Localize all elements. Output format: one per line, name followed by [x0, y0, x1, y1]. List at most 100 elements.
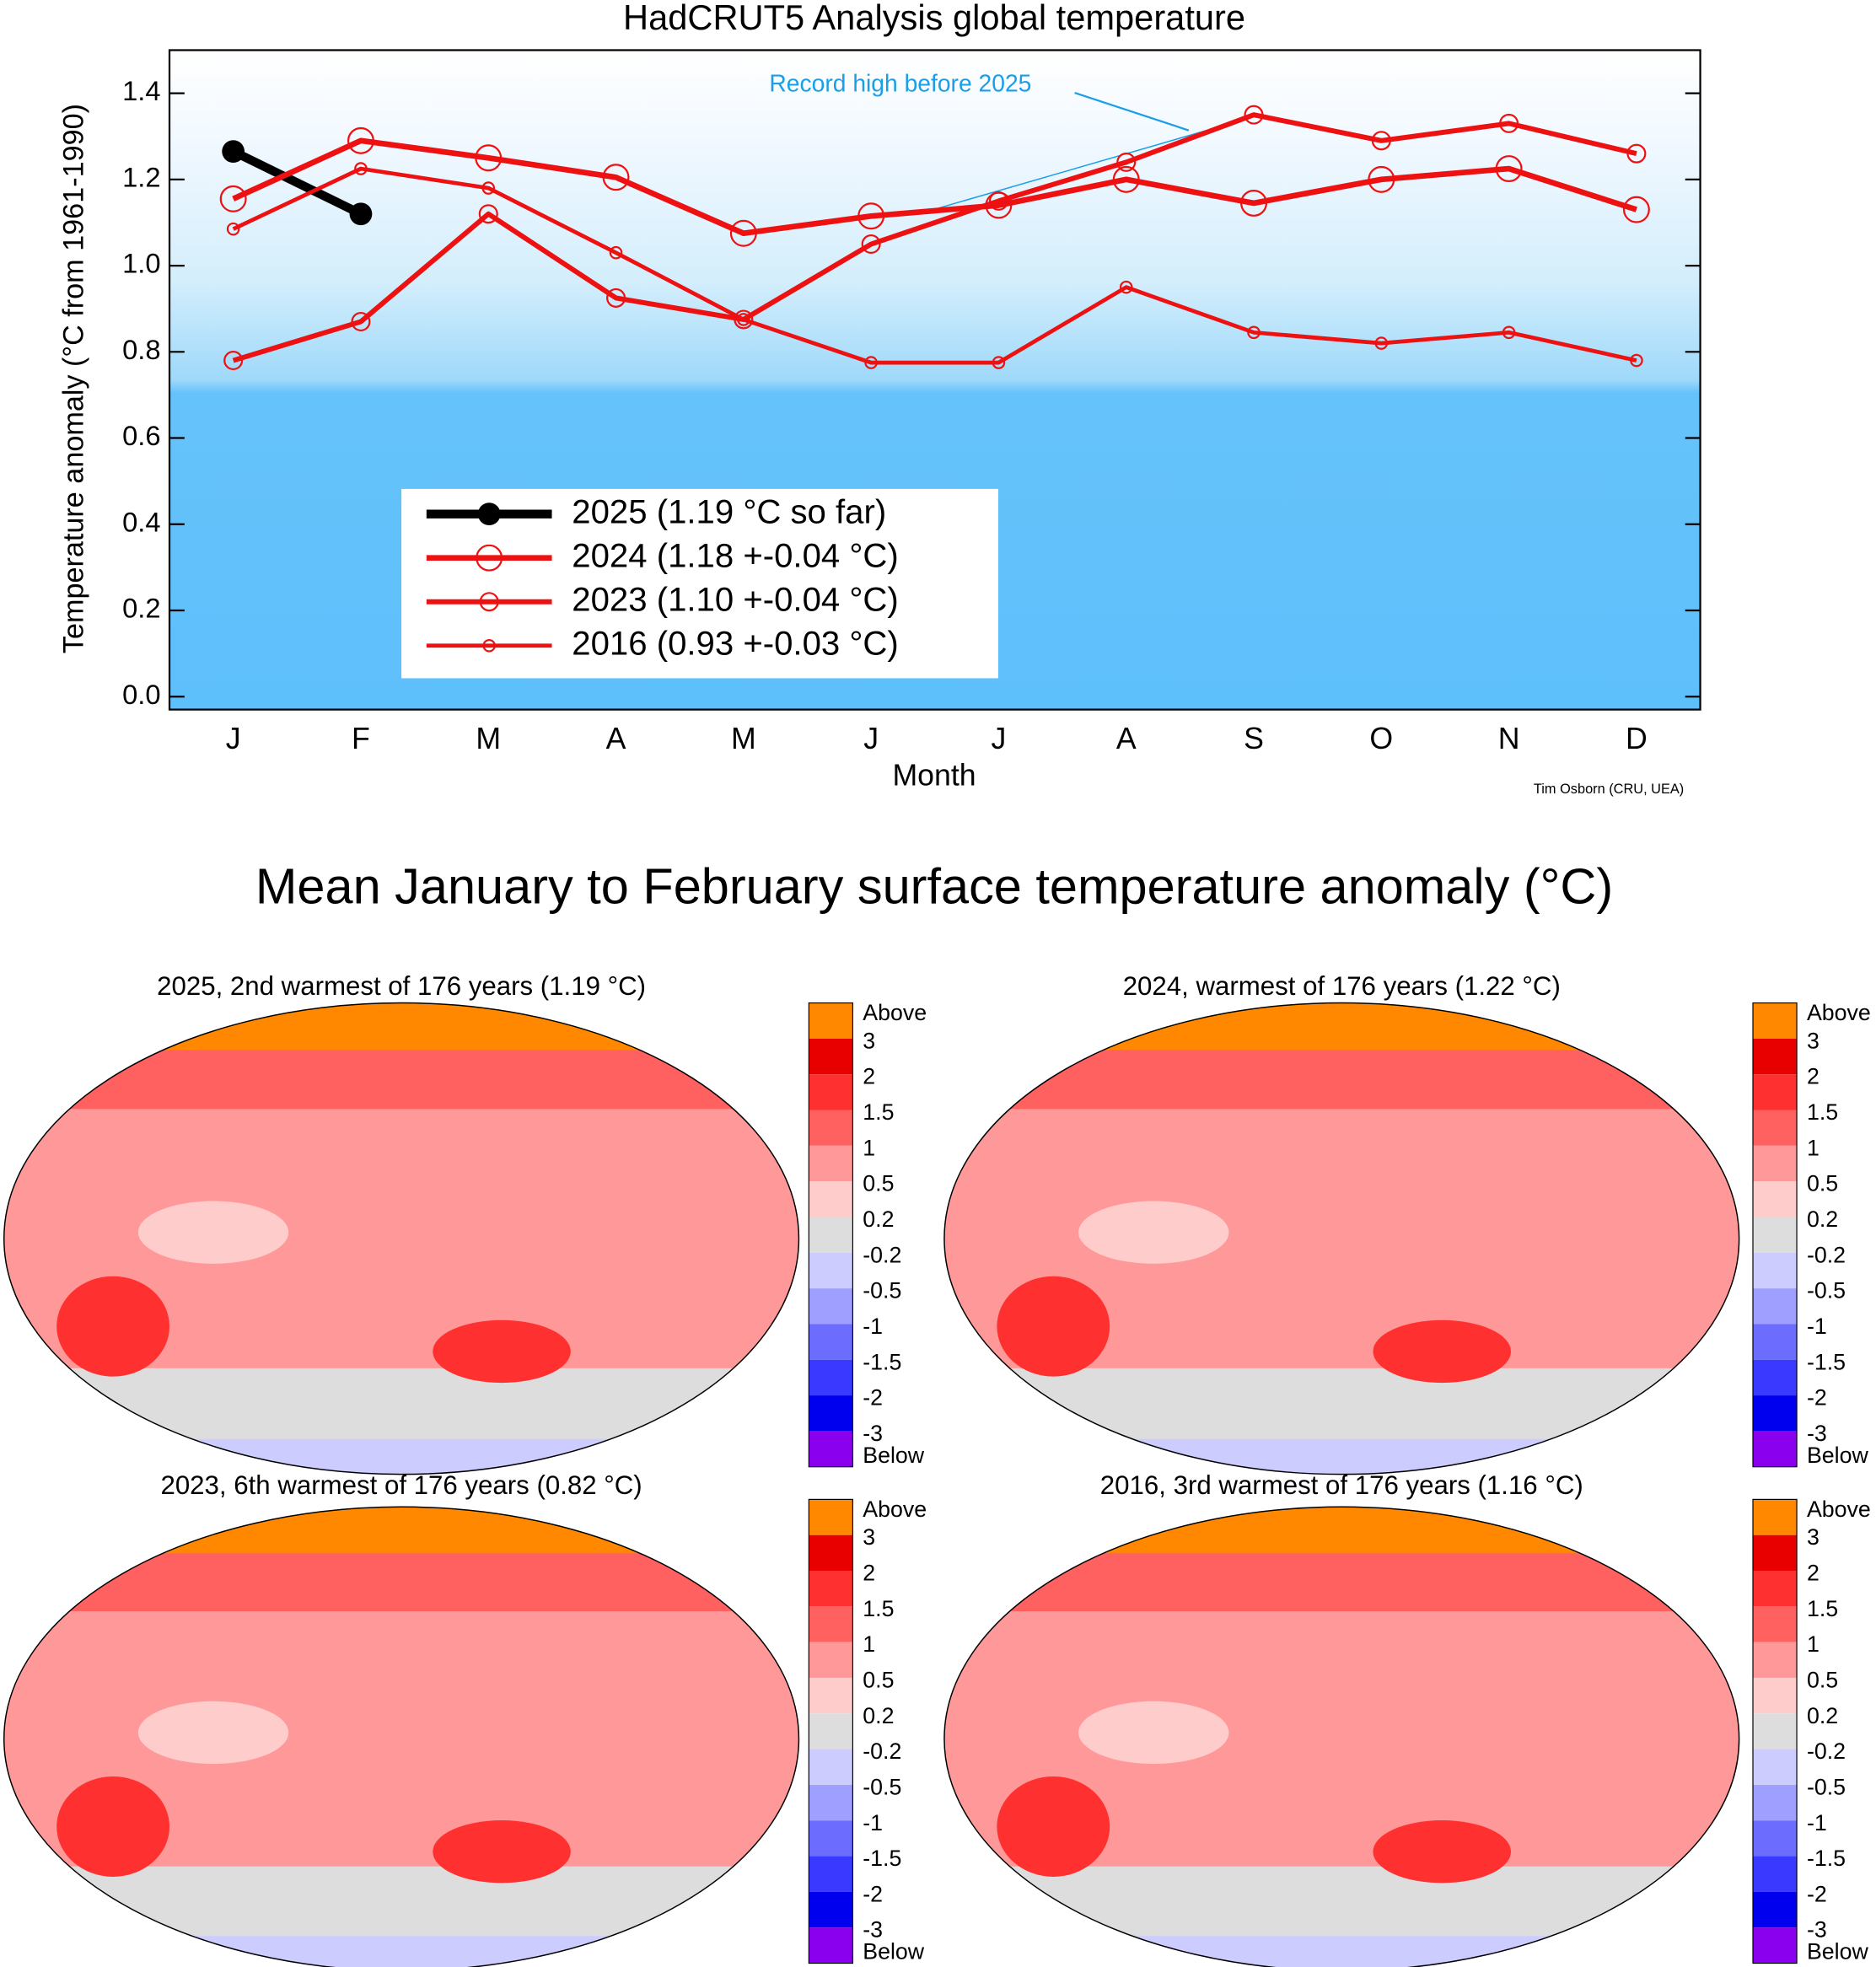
colorbar-label: 2 — [1807, 1064, 1820, 1089]
map-field — [433, 1820, 571, 1884]
colorbar-box — [1753, 1252, 1798, 1289]
colorbar-box — [1753, 1749, 1798, 1785]
x-tick-label: A — [1116, 722, 1137, 755]
y-tick-label: 0.0 — [122, 679, 160, 710]
colorbar-box — [1753, 1181, 1798, 1217]
annotation-pointer — [933, 120, 1242, 211]
point — [988, 191, 1008, 211]
point — [864, 356, 878, 369]
point — [1495, 155, 1523, 183]
colorbar-box — [809, 1217, 853, 1253]
colorbar-label: -1.5 — [863, 1349, 901, 1374]
colorbar-label: -0.2 — [1807, 1739, 1846, 1764]
x-tick-label: M — [476, 722, 501, 755]
colorbar-label: -3 — [863, 1917, 883, 1943]
colorbar-label: -2 — [863, 1881, 883, 1906]
colorbar-label: -3 — [1807, 1421, 1827, 1446]
colorbar-box — [1753, 1110, 1798, 1146]
colorbar-label: 3 — [863, 1524, 875, 1550]
colorbar-label: -1 — [863, 1314, 883, 1339]
map-field — [997, 1276, 1110, 1377]
annotation-pointer — [1074, 91, 1190, 132]
point — [609, 245, 623, 260]
legend-label: 2024 (1.18 +-0.04 °C) — [572, 536, 898, 574]
point — [729, 219, 757, 247]
x-axis-label: Month — [892, 758, 976, 792]
x-tick-label: A — [606, 722, 626, 755]
colorbar-label: -3 — [1807, 1917, 1827, 1943]
point — [1240, 189, 1268, 217]
point — [1244, 105, 1264, 125]
colorbar-label: -3 — [863, 1421, 883, 1446]
map-field — [433, 1319, 571, 1384]
y-tick-label: 1.0 — [122, 248, 160, 279]
map-field — [3, 1438, 799, 1475]
point — [1119, 280, 1133, 294]
colorbar-label: -0.2 — [863, 1242, 901, 1267]
colorbar-box — [809, 1749, 853, 1785]
colorbar-frame — [1752, 1002, 1798, 1468]
maps-title: Mean January to February surface tempera… — [255, 857, 1613, 914]
colorbar-box — [1753, 1927, 1798, 1964]
colorbar-box — [809, 1642, 853, 1678]
colorbar-box — [1753, 1431, 1798, 1467]
map-field — [1373, 1820, 1512, 1884]
point — [222, 140, 245, 163]
colorbar-label: 1.5 — [1807, 1099, 1838, 1125]
map-title: 2025, 2nd warmest of 176 years (1.19 °C) — [157, 971, 646, 1001]
point — [606, 288, 626, 308]
x-tick-label: J — [863, 722, 879, 755]
colorbar-label: -1 — [863, 1810, 883, 1835]
map-field — [1078, 1201, 1229, 1264]
map-border — [943, 1002, 1740, 1475]
point — [349, 202, 373, 226]
colorbar-box — [1753, 1642, 1798, 1678]
colorbar-box — [1753, 1288, 1798, 1325]
map-field — [1078, 1701, 1229, 1765]
colorbar-label: Below — [863, 1443, 925, 1468]
colorbar-label: Below — [1807, 1443, 1869, 1468]
colorbar-box — [1753, 1145, 1798, 1182]
colorbar-box — [1753, 1891, 1798, 1928]
colorbar-label: 1 — [1807, 1135, 1820, 1160]
colorbar-frame — [808, 1002, 853, 1468]
colorbar-box — [1753, 1571, 1798, 1607]
colorbar-label: Below — [863, 1939, 925, 1964]
colorbar-label: 3 — [1807, 1524, 1820, 1550]
y-tick-label: 1.2 — [122, 161, 160, 192]
colorbar-box — [1753, 1713, 1798, 1749]
colorbar-box — [809, 1499, 853, 1535]
point — [737, 313, 750, 326]
colorbar-label: 2 — [1807, 1561, 1820, 1586]
colorbar-label: 0.5 — [863, 1667, 894, 1692]
colorbar-box — [1753, 1002, 1798, 1039]
map-border — [943, 1506, 1740, 1967]
colorbar-box — [809, 1288, 853, 1325]
point — [1371, 131, 1391, 151]
point — [1116, 152, 1137, 172]
colorbar-label: Above — [863, 1000, 927, 1025]
legend-label: 2016 (0.93 +-0.03 °C) — [572, 624, 898, 662]
colorbar-label: -0.5 — [863, 1278, 901, 1303]
colorbar-box — [809, 1252, 853, 1289]
map-title: 2016, 3rd warmest of 176 years (1.16 °C) — [1100, 1470, 1583, 1500]
map-field — [943, 1438, 1739, 1475]
colorbar-label: -2 — [1807, 1881, 1827, 1906]
colorbar-box — [809, 1891, 853, 1928]
y-tick-label: 0.2 — [122, 593, 160, 624]
colorbar-label: 1 — [863, 1135, 875, 1160]
colorbar-label: 0.2 — [1807, 1703, 1838, 1728]
colorbar-label: Above — [1807, 1000, 1871, 1025]
point — [1630, 353, 1643, 368]
colorbar-frame — [808, 1498, 853, 1964]
y-tick-label: 0.6 — [122, 420, 160, 451]
colorbar-box — [809, 1038, 853, 1075]
colorbar-box — [1753, 1856, 1798, 1892]
point — [226, 222, 240, 236]
colorbar-label: 1 — [1807, 1631, 1820, 1657]
chart-title: HadCRUT5 Analysis global temperature — [623, 0, 1245, 37]
point — [857, 202, 885, 230]
legend-label: 2025 (1.19 °C so far) — [572, 492, 886, 530]
